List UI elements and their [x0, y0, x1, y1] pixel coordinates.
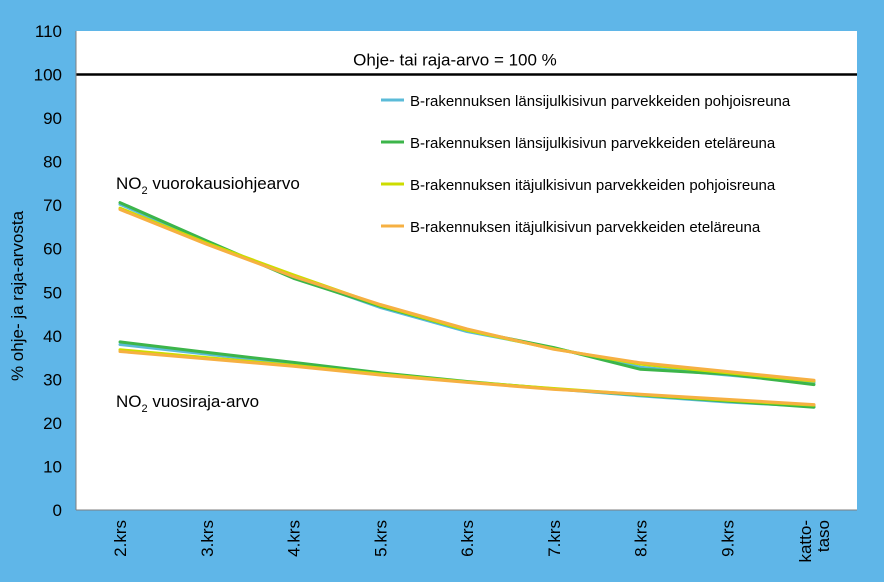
- y-tick-label: 90: [43, 109, 62, 128]
- y-tick-label: 70: [43, 196, 62, 215]
- series-group: [118, 201, 816, 409]
- y-tick-label: 30: [43, 370, 62, 389]
- annotation-annual: NO2 vuosiraja-arvo: [116, 392, 259, 415]
- x-tick-label: 8.krs: [632, 520, 651, 557]
- annotation-daily: NO2 vuorokausiohjearvo: [116, 174, 300, 197]
- legend-label: B-rakennuksen itäjulkisivun parvekkeiden…: [410, 219, 761, 236]
- x-tick-label: katto-: [796, 520, 815, 563]
- y-axis: 0 10 20 30 40 50 60 70 80 90 100 110: [34, 22, 77, 520]
- y-tick-label: 80: [43, 153, 62, 172]
- x-tick-label: 7.krs: [545, 520, 564, 557]
- x-tick-label: 3.krs: [198, 520, 217, 557]
- y-tick-label: 60: [43, 240, 62, 259]
- legend-label: B-rakennuksen länsijulkisivun parvekkeid…: [410, 135, 776, 152]
- y-tick-label: 10: [43, 457, 62, 476]
- y-tick-label: 100: [34, 66, 62, 85]
- annotation-daily-suffix: vuorokausiohjearvo: [148, 174, 300, 193]
- x-axis: 2.krs 3.krs 4.krs 5.krs 6.krs 7.krs 8.krs 9.krs…: [76, 509, 857, 563]
- plot-area: [76, 31, 857, 510]
- annotation-daily-prefix: NO: [116, 174, 142, 193]
- annotation-annual-prefix: NO: [116, 392, 142, 411]
- legend-label: B-rakennuksen länsijulkisivun parvekkeid…: [410, 93, 791, 110]
- y-tick-label: 0: [53, 501, 62, 520]
- series-line-4: [118, 208, 816, 382]
- annotation-annual-suffix: vuosiraja-arvo: [148, 392, 260, 411]
- y-tick-label: 110: [35, 22, 62, 41]
- reference-line-label: Ohje- tai raja-arvo = 100 %: [353, 51, 557, 70]
- series-line-8: [118, 350, 816, 407]
- x-tick-label: taso: [814, 520, 833, 552]
- x-tick-label: 4.krs: [285, 520, 304, 557]
- x-tick-label: 6.krs: [458, 520, 477, 557]
- x-tick-label: 9.krs: [718, 520, 737, 557]
- x-tick-label: 5.krs: [371, 520, 390, 557]
- annotation-annual-sub: 2: [142, 403, 148, 415]
- reference-line-group: Ohje- tai raja-arvo = 100 %: [76, 51, 857, 76]
- legend-label: B-rakennuksen itäjulkisivun parvekkeiden…: [410, 177, 776, 194]
- y-axis-label: % ohje- ja raja-arvosta: [8, 210, 27, 381]
- legend: B-rakennuksen länsijulkisivun parvekkeid…: [381, 93, 791, 236]
- y-tick-label: 50: [43, 283, 62, 302]
- x-tick-label: 2.krs: [111, 520, 130, 557]
- annotation-daily-sub: 2: [142, 185, 148, 197]
- y-tick-label: 20: [43, 414, 62, 433]
- y-tick-label: 40: [43, 327, 62, 346]
